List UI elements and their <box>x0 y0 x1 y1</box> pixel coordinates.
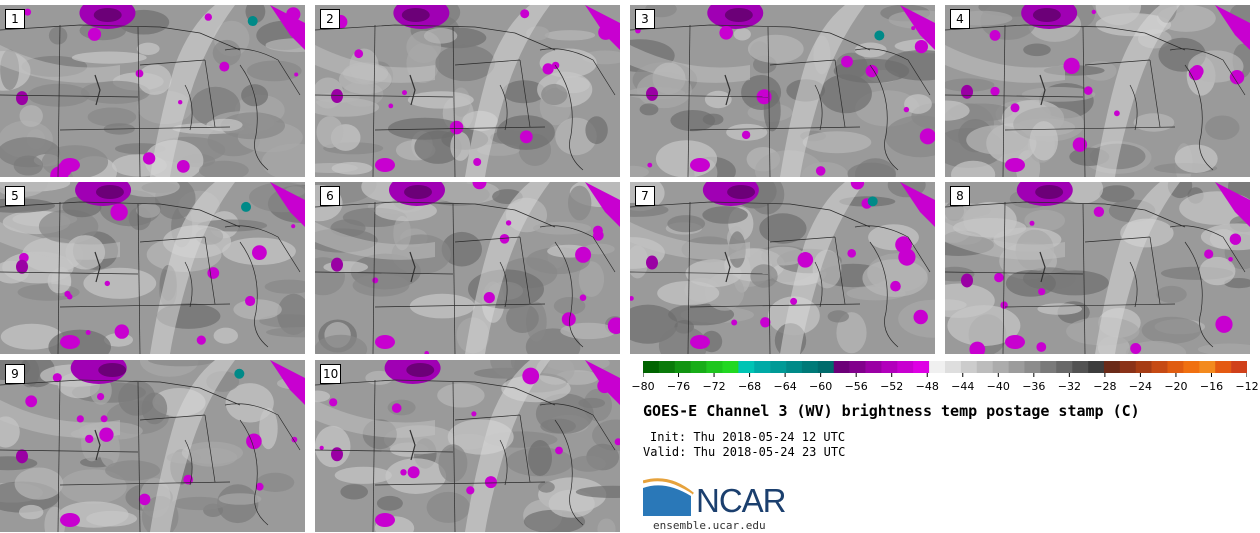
colorbar-swatch <box>754 361 771 373</box>
colorbar-tick-label: −28 <box>1093 380 1117 393</box>
colorbar-tick-label: −60 <box>809 380 833 393</box>
panel-number: 4 <box>950 9 970 29</box>
figure-title: GOES-E Channel 3 (WV) brightness temp po… <box>643 402 1140 420</box>
colorbar-swatch <box>945 361 962 373</box>
colorbar-tick-label: −36 <box>1022 380 1046 393</box>
colorbar-tick-label: −40 <box>986 380 1010 393</box>
colorbar-swatch <box>674 361 691 373</box>
map-panel: 6 <box>315 182 620 354</box>
panel-number: 3 <box>635 9 655 29</box>
colorbar-swatch <box>786 361 803 373</box>
colorbar-swatch <box>722 361 739 373</box>
colorbar-swatch <box>1103 361 1121 373</box>
colorbar-tick-label: −48 <box>915 380 939 393</box>
colorbar-swatch <box>833 361 850 373</box>
colorbar-swatch <box>658 361 676 373</box>
colorbar-swatch <box>1024 361 1041 373</box>
map-panel: 3 <box>630 5 935 177</box>
colorbar-swatch <box>881 361 898 373</box>
colorbar-swatch <box>849 361 866 373</box>
map-panel: 4 <box>945 5 1250 177</box>
colorbar-swatch <box>1151 361 1168 373</box>
colorbar-swatch <box>865 361 882 373</box>
colorbar-tick-label: −24 <box>1128 380 1153 393</box>
map-panel: 2 <box>315 5 620 177</box>
colorbar-swatch <box>976 361 993 373</box>
panel-number: 5 <box>5 186 25 206</box>
source-url: ensemble.ucar.edu <box>653 519 766 532</box>
colorbar-tick-label: −64 <box>773 380 797 393</box>
colorbar-swatch <box>1040 361 1057 373</box>
colorbar-swatch <box>1135 361 1152 373</box>
panel-number: 9 <box>5 364 25 384</box>
map-panel: 8 <box>945 182 1250 354</box>
colorbar-tick-label: −52 <box>880 380 904 393</box>
colorbar-swatch <box>929 361 946 373</box>
colorbar-swatch <box>992 361 1009 373</box>
colorbar-swatch <box>690 361 707 373</box>
colorbar-swatch <box>1183 361 1200 373</box>
colorbar-swatch <box>1119 361 1137 373</box>
colorbar-swatch <box>643 361 660 373</box>
colorbar <box>643 361 1247 377</box>
colorbar-swatch <box>706 361 723 373</box>
colorbar-tick-label: −72 <box>702 380 726 393</box>
colorbar-tick-label: −16 <box>1199 380 1224 393</box>
colorbar-swatch <box>801 361 819 373</box>
colorbar-swatch <box>770 361 787 373</box>
colorbar-tick-label: −44 <box>951 380 975 393</box>
colorbar-swatch <box>1088 361 1105 373</box>
ncar-logo-icon <box>643 478 694 516</box>
colorbar-tick-label: −20 <box>1164 380 1188 393</box>
colorbar-tick-label: −12 <box>1235 380 1259 393</box>
colorbar-swatch <box>1167 361 1184 373</box>
colorbar-tick-label: −32 <box>1057 380 1081 393</box>
panel-number: 1 <box>5 9 25 29</box>
colorbar-swatch <box>897 361 914 373</box>
colorbar-swatch <box>1008 361 1025 373</box>
colorbar-swatch <box>1072 361 1089 373</box>
colorbar-swatch <box>738 361 755 373</box>
panel-number: 10 <box>320 364 342 384</box>
map-panel: 5 <box>0 182 305 354</box>
colorbar-tick-label: −76 <box>666 380 691 393</box>
panel-number: 2 <box>320 9 340 29</box>
colorbar-swatch <box>960 361 978 373</box>
colorbar-swatch <box>913 361 930 373</box>
panel-number: 8 <box>950 186 970 206</box>
colorbar-tick-label: −80 <box>631 380 655 393</box>
map-panel: 7 <box>630 182 935 354</box>
colorbar-swatch <box>1231 361 1247 373</box>
map-panel: 10 <box>315 360 620 532</box>
init-time: Init: Thu 2018-05-24 12 UTC <box>650 430 846 444</box>
valid-time: Valid: Thu 2018-05-24 23 UTC <box>643 445 846 459</box>
colorbar-swatch <box>1215 361 1232 373</box>
colorbar-tick-label: −68 <box>737 380 762 393</box>
colorbar-swatch <box>1056 361 1073 373</box>
panel-number: 7 <box>635 186 655 206</box>
ncar-logo-text: NCAR <box>696 482 787 519</box>
map-panel: 1 <box>0 5 305 177</box>
colorbar-tick-label: −56 <box>844 380 868 393</box>
panel-number: 6 <box>320 186 340 206</box>
colorbar-swatch <box>1199 361 1216 373</box>
colorbar-swatch <box>817 361 835 373</box>
map-panel: 9 <box>0 360 305 532</box>
